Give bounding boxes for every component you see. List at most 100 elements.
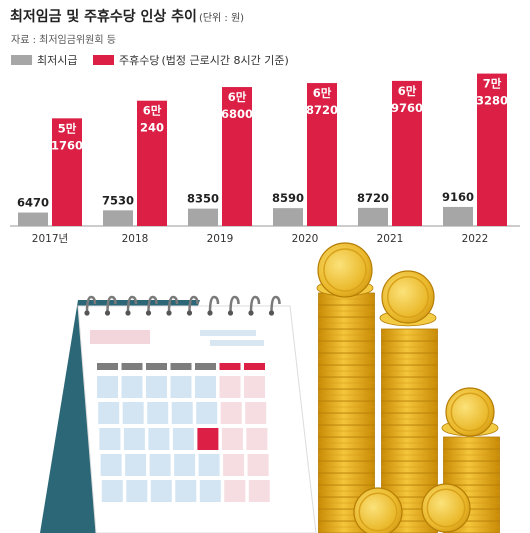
coin-rim (323, 248, 367, 292)
calendar-ring-hole (166, 310, 172, 316)
bar-weekly-allowance (137, 100, 167, 226)
bar-label-weekly-allowance: 6만 (143, 104, 162, 118)
bar-min-wage (188, 208, 218, 226)
bar-label-weekly-allowance: 7만 (483, 77, 502, 91)
calendar-ring-hole (186, 310, 193, 316)
calendar-date-cell (148, 428, 170, 450)
x-tick-label: 2019 (207, 233, 234, 245)
calendar-date-cell (246, 428, 268, 450)
bar-label-weekly-allowance: 240 (140, 121, 164, 135)
calendar-date-cell (99, 428, 121, 450)
bar-weekly-allowance (52, 118, 82, 226)
bar-label-weekly-allowance: 8720 (306, 103, 338, 117)
legend: 최저시급 주휴수당 (법정 근로시간 8시간 기준) (11, 52, 301, 68)
unit-label: (단위 : 원) (198, 13, 245, 24)
calendar-grid (90, 330, 270, 502)
calendar-date-cell (245, 402, 267, 424)
calendar-ring-hole (207, 310, 213, 316)
bar-min-wage (273, 208, 303, 226)
calendar-date-cell (220, 402, 242, 424)
calendar-date-cell (175, 480, 197, 502)
calendar-date-cell (248, 480, 270, 502)
bar-label-min-wage: 9160 (442, 190, 474, 204)
calendar-date-cell (174, 454, 196, 476)
bar-label-min-wage: 8720 (357, 191, 389, 205)
calendar-ring-hole (125, 310, 131, 316)
calendar-weekday (146, 363, 167, 370)
calendar-date-cell (195, 376, 216, 398)
calendar-date-cell (98, 402, 120, 424)
calendar-ring (270, 295, 281, 313)
legend-item-min-wage: 최저시급 (11, 52, 77, 68)
calendar-ring (167, 295, 179, 313)
bar-label-min-wage: 7530 (102, 193, 134, 207)
calendar-ring (147, 295, 158, 313)
bar-label-min-wage: 8350 (187, 192, 219, 206)
bar-weekly-allowance (307, 83, 337, 226)
calendar-weekday (121, 363, 143, 370)
calendar-date-cell (197, 428, 219, 450)
calendar-date-cell (224, 480, 246, 502)
legend-label: 최저시급 (37, 54, 78, 67)
coin-face-icon (445, 387, 495, 437)
calendar-date-cell (101, 480, 123, 502)
calendar-ring (208, 295, 220, 313)
calendar-ring (249, 295, 261, 313)
calendar-weekday (170, 363, 192, 370)
calendar-date-cell (147, 402, 169, 424)
calendar-date-cell (100, 454, 122, 476)
bar-min-wage (18, 212, 48, 226)
legend-swatch-red (92, 55, 114, 65)
calendar-date-cell (223, 454, 245, 476)
x-tick-label: 2022 (462, 233, 489, 245)
legend-label: 주휴수당 (118, 54, 160, 67)
coin-face-icon (381, 270, 435, 324)
bar-weekly-allowance (222, 87, 252, 226)
calendar-date-cell (149, 454, 171, 476)
calendar-header-line (200, 330, 256, 336)
coin-stacks-icon (316, 242, 500, 533)
calendar-header-line (210, 340, 264, 346)
bar-min-wage (443, 206, 473, 226)
calendar-ring (126, 295, 138, 313)
bar-label-weekly-allowance: 6만 (398, 84, 417, 98)
calendar-date-cell (244, 376, 265, 398)
calendar-date-cell (221, 428, 243, 450)
bar-weekly-allowance (477, 73, 507, 226)
bar-label-weekly-allowance: 5만 (58, 121, 77, 135)
calendar-date-cell (146, 376, 167, 398)
bar-label-weekly-allowance: 9760 (391, 101, 423, 115)
calendar-ring-hole (248, 310, 254, 316)
calendar-rings (84, 295, 281, 316)
legend-note: (법정 근로시간 8시간 기준) (161, 54, 289, 67)
calendar-ring (85, 295, 97, 313)
legend-item-weekly-allowance: 주휴수당 (법정 근로시간 8시간 기준) (92, 52, 289, 68)
calendar-ring (229, 295, 240, 313)
calendar-ring-hole (145, 310, 152, 316)
calendar-date-cell (122, 402, 144, 424)
coin-face-icon (317, 242, 373, 298)
bar-label-weekly-allowance: 6만 (313, 86, 332, 100)
calendar-date-cell (125, 454, 147, 476)
coin-face-icon (353, 487, 403, 533)
calendar-weekday (244, 363, 265, 370)
calendar-date-cell (199, 480, 221, 502)
calendar-date-cell (97, 376, 118, 398)
calendar-ring-hole (268, 310, 275, 316)
calendar-date-cell (172, 428, 194, 450)
coin-rim (450, 392, 490, 432)
coin-rim (426, 488, 466, 528)
bar-label-min-wage: 6470 (17, 196, 49, 210)
calendar-ring-hole (104, 310, 111, 316)
calendar-ring (188, 295, 199, 313)
coin-rim (386, 275, 430, 319)
calendar-weekday (97, 363, 118, 370)
calendar-date-cell (247, 454, 269, 476)
legend-swatch-gray (11, 55, 32, 65)
calendar-date-cell (196, 402, 218, 424)
coin-rim (358, 492, 398, 532)
calendar-weekday (195, 363, 216, 370)
bar-min-wage (358, 207, 388, 226)
